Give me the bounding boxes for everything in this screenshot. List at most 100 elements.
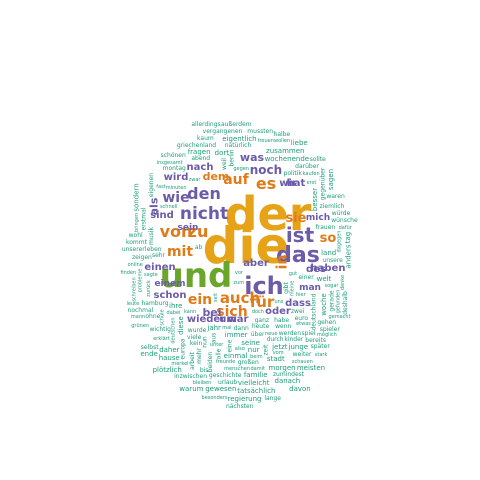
cloud-word: neue [264, 330, 278, 337]
cloud-word: das [276, 243, 320, 268]
cloud-word: wünsche [331, 217, 358, 225]
cloud-word: habe [274, 316, 290, 324]
cloud-word: denke [340, 275, 347, 291]
cloud-word: frauen [315, 224, 336, 232]
cloud-word: als [146, 197, 160, 216]
cloud-word: hause [158, 353, 180, 362]
cloud-word: würde [331, 210, 351, 218]
cloud-word: gemacht [328, 314, 351, 321]
cloud-word: hamburg [141, 300, 169, 308]
cloud-word: familie [243, 371, 268, 380]
cloud-word: deutschen [170, 317, 177, 344]
cloud-word: schule [159, 309, 166, 326]
cloud-word: geschichte [208, 371, 242, 379]
cloud-word: mich [305, 212, 331, 223]
cloud-word: bis [199, 366, 209, 374]
cloud-word: woche [319, 293, 328, 316]
cloud-word: tatsächlich [237, 387, 276, 396]
cloud-word: dort [214, 148, 230, 157]
cloud-word: nun [201, 336, 209, 348]
cloud-word: von [159, 222, 193, 241]
cloud-word: nach [186, 162, 214, 173]
cloud-word: wieder [186, 314, 226, 325]
cloud-word: sollte [309, 156, 326, 164]
cloud-word: sogar [324, 282, 339, 289]
cloud-word: gefunden [335, 289, 342, 314]
cloud-word: schon [153, 290, 187, 301]
cloud-word: meine [289, 280, 296, 297]
cloud-word: schreiben [131, 277, 138, 302]
cloud-word: sein [177, 222, 199, 233]
cloud-word: beiden [207, 351, 215, 372]
cloud-word: doch [251, 309, 264, 316]
cloud-word: ohne [145, 313, 161, 321]
cloud-word: nochmal [127, 306, 154, 314]
cloud-word: erstmal [140, 207, 148, 231]
cloud-word: meisten [296, 363, 326, 372]
cloud-word: ist [285, 223, 315, 247]
cloud-word: wichtig [149, 325, 171, 333]
cloud-word: gegen [233, 165, 249, 172]
cloud-word: dem [202, 169, 230, 183]
cloud-word: ende [140, 350, 158, 359]
cloud-word: später [310, 343, 330, 351]
cloud-word: ich [244, 272, 284, 300]
cloud-word: vom [272, 349, 284, 356]
cloud-word: immer [224, 331, 248, 340]
cloud-word: urlaub [218, 378, 238, 386]
cloud-word: menschen [224, 365, 251, 372]
cloud-word: musik [147, 227, 155, 246]
cloud-word: zeit [262, 344, 270, 355]
cloud-word: alle [214, 348, 222, 360]
cloud-word: hat [286, 178, 306, 189]
cloud-word: durch [266, 336, 284, 344]
cloud-word: in [274, 254, 291, 269]
cloud-word: wochenende [264, 155, 310, 164]
cloud-word: deshalb [341, 291, 349, 316]
cloud-word: anders [344, 244, 353, 269]
cloud-word: europa [179, 338, 187, 360]
cloud-word: allerdings [191, 121, 221, 129]
cloud-word: einer [298, 274, 314, 282]
cloud-word: halbe [273, 130, 291, 138]
cloud-word: schnell [159, 204, 178, 211]
cloud-word: erst [306, 180, 317, 187]
cloud-word: zwei [290, 308, 305, 316]
cloud-word: sind [150, 210, 174, 221]
cloud-word: gehen [317, 319, 337, 327]
cloud-word: liebe [290, 139, 308, 148]
cloud-word: danach [274, 377, 301, 386]
cloud-word: erklärt [153, 336, 170, 343]
cloud-word: lange [264, 395, 281, 403]
cloud-word: bereits [305, 337, 326, 345]
cloud-word: sagen [327, 168, 336, 190]
cloud-word: grünen [131, 322, 150, 329]
cloud-word: zurück [146, 280, 153, 298]
cloud-word: kein [189, 340, 203, 348]
cloud-word: finden [120, 270, 137, 277]
cloud-word: wollen [274, 137, 291, 144]
cloud-word: uns [274, 299, 284, 306]
cloud-word: ab [194, 244, 203, 252]
cloud-word: eigenen [148, 172, 156, 197]
cloud-word: hier [295, 292, 306, 298]
cloud-word: zusammen [266, 147, 305, 156]
cloud-word: leben [144, 245, 162, 253]
cloud-word: mal [222, 324, 232, 331]
cloud-word: ihre [169, 301, 183, 310]
cloud-word: die [202, 217, 290, 275]
cloud-word: möglich [317, 331, 337, 338]
cloud-word: so [319, 230, 337, 246]
cloud-word: inzwischen [174, 373, 208, 381]
cloud-word: auch [219, 288, 261, 307]
cloud-word: leute [126, 301, 140, 308]
cloud-word: mussten [247, 128, 274, 136]
cloud-word: wurde [187, 326, 207, 334]
cloud-word: um [219, 314, 237, 325]
cloud-word: nächsten [226, 402, 254, 410]
cloud-word: bleiben [192, 379, 212, 386]
cloud-word: mann [130, 313, 146, 320]
cloud-word: damit [250, 366, 265, 373]
cloud-word: gewesen [205, 384, 237, 393]
